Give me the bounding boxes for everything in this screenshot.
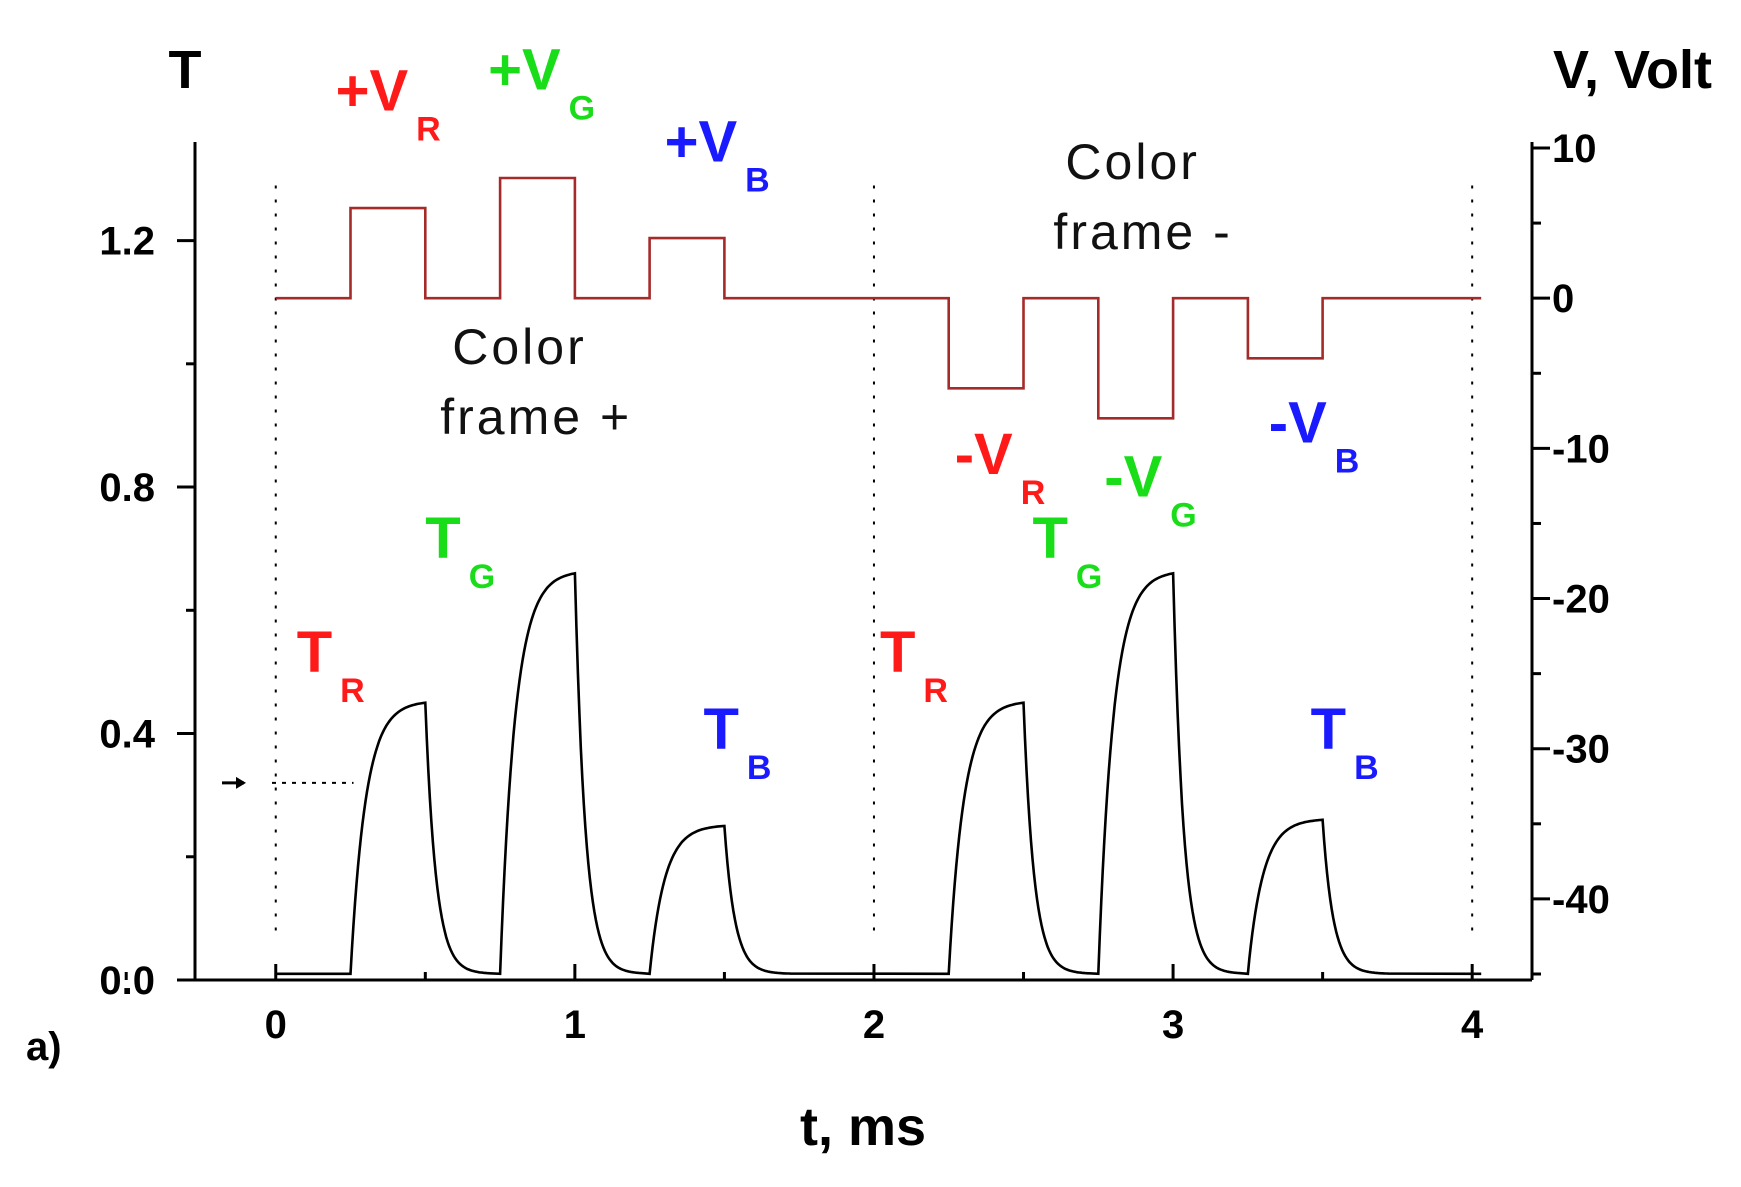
x-tick-label: 1	[564, 1003, 586, 1047]
voltage-series-line	[275, 176, 1482, 420]
grid-layer	[222, 185, 1474, 940]
y2-axis-title: V, Volt	[1553, 40, 1712, 100]
x-tick-label: 0	[265, 1003, 287, 1047]
y-axis-title: T	[169, 40, 202, 100]
arrow-head-icon	[236, 776, 246, 789]
transmission-series-line	[275, 571, 1482, 976]
x-axis-title: t, ms	[800, 1097, 926, 1157]
y-tick-label: 0.4	[99, 713, 155, 757]
series-annotation: TB	[703, 697, 771, 787]
y2-tick-label: -20	[1552, 578, 1610, 622]
series-annotation: -VR	[955, 422, 1046, 512]
series-annotation: TR	[880, 620, 948, 710]
x-tick-label: 3	[1162, 1003, 1184, 1047]
y-tick-label: 0.8	[99, 466, 155, 510]
series-annotation: TG	[425, 506, 495, 596]
y2-tick-label: 10	[1552, 127, 1597, 171]
axes-layer: 0 1 2 3 4 0.0 0.4 0.8 1.2 10 0 -10 -20 -30 -40	[99, 127, 1609, 1047]
series-annotation: +VG	[488, 37, 595, 127]
series-annotation: +VB	[665, 110, 770, 200]
annotation-layer: +VR +VG +VB -VR -VG -VB TR TG TB TR TG TB Color frame…	[297, 37, 1379, 786]
frame-note: Color frame +	[440, 319, 632, 445]
series-annotation: TG	[1032, 506, 1102, 596]
panel-label: a)	[26, 1025, 62, 1069]
series-annotation: +VR	[336, 58, 441, 148]
frame-note: Color frame -	[1053, 134, 1232, 260]
series-annotation: TB	[1311, 697, 1379, 787]
x-tick-label: 4	[1461, 1003, 1484, 1047]
y2-tick-label: -40	[1552, 878, 1610, 922]
y2-tick-label: -30	[1552, 728, 1610, 772]
series-annotation: TR	[297, 620, 365, 710]
y2-tick-label: 0	[1552, 277, 1574, 321]
y-tick-label: 0.0	[99, 959, 155, 1003]
y-tick-label: 1.2	[99, 220, 155, 264]
series-layer	[275, 176, 1482, 976]
series-annotation: -VG	[1104, 444, 1196, 534]
series-annotation: -VB	[1269, 390, 1360, 480]
x-tick-label: 2	[863, 1003, 885, 1047]
y2-tick-label: -10	[1552, 427, 1610, 471]
